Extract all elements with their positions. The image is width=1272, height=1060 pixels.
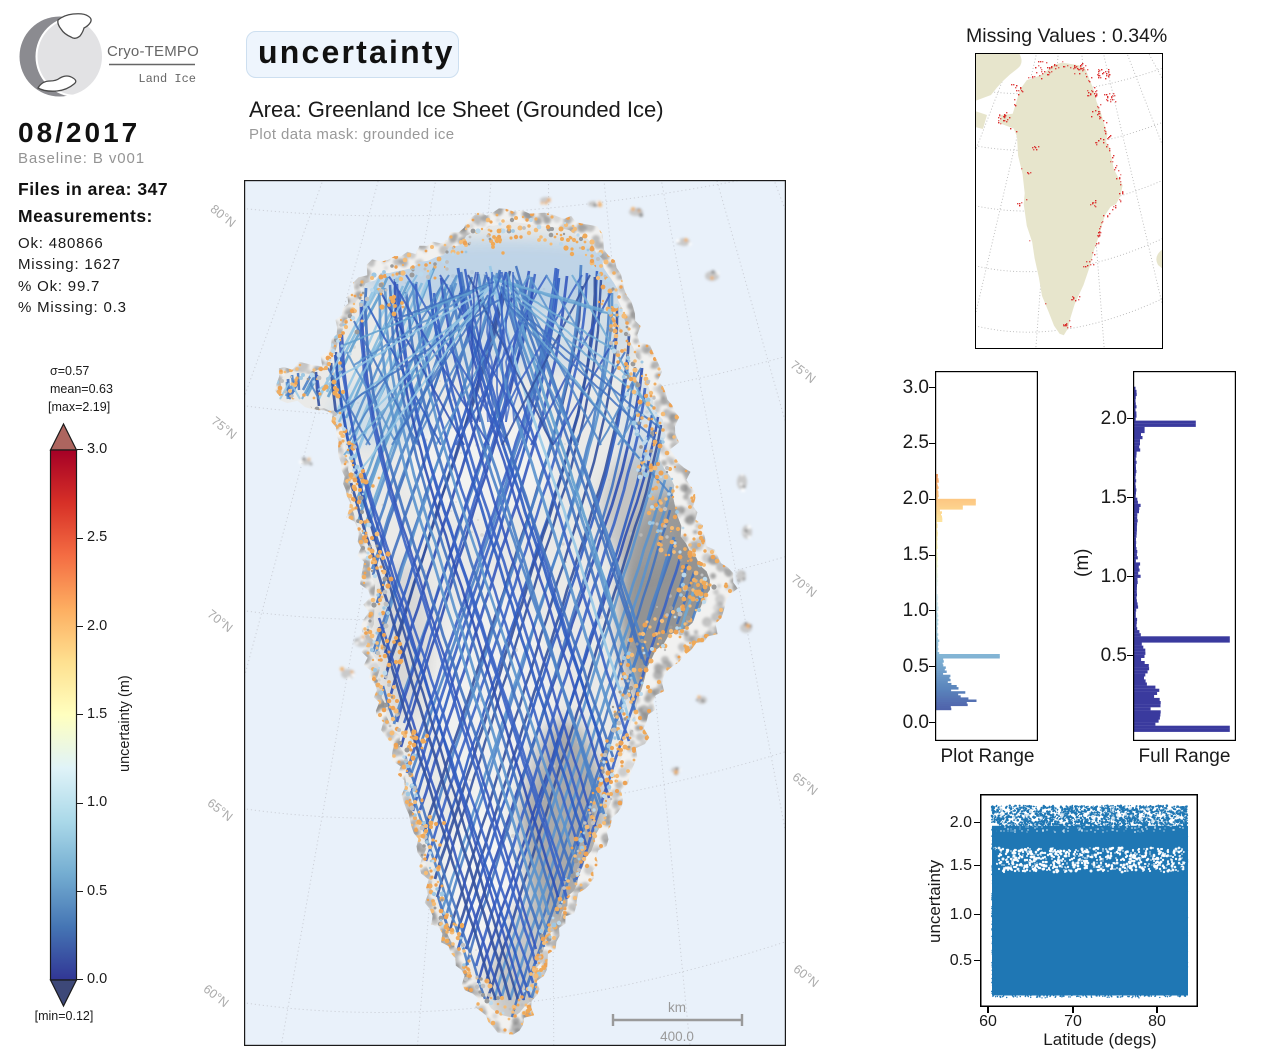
svg-text:Cryo-TEMPO: Cryo-TEMPO bbox=[107, 43, 199, 60]
svg-text:400.0: 400.0 bbox=[660, 1029, 694, 1044]
svg-text:km: km bbox=[668, 1000, 686, 1015]
svg-text:Land Ice: Land Ice bbox=[138, 72, 196, 86]
